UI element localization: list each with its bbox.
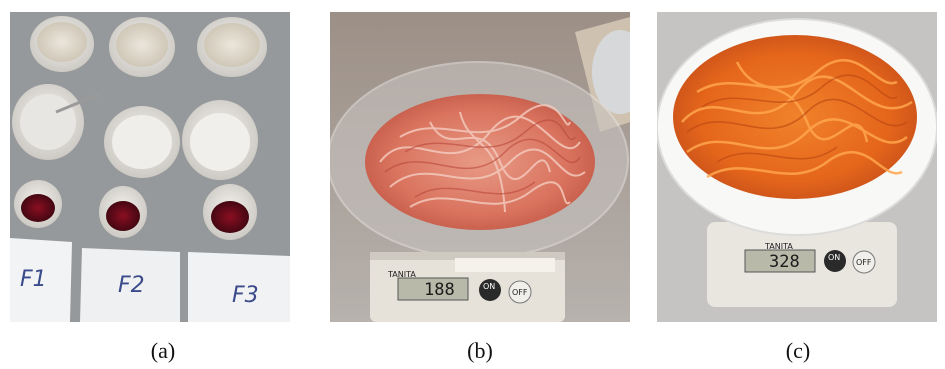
- flour-bowl-row-2: [12, 84, 258, 180]
- scale-off-c: OFF: [856, 258, 872, 267]
- scale-b: TANITA 188 ON OFF: [370, 252, 565, 322]
- scale-off-b: OFF: [512, 288, 528, 297]
- photo-a-ingredients: F1 F2 F3: [10, 12, 290, 322]
- scale-c: TANITA 328 ON OFF: [707, 222, 897, 307]
- flour-bowl-row-1: [30, 16, 267, 77]
- scale-on-c: ON: [828, 253, 840, 262]
- photo-b-raw-noodles: TANITA 188 ON OFF: [330, 12, 630, 322]
- label-f2: F2: [118, 273, 145, 298]
- scale-brand-c: TANITA: [764, 242, 793, 251]
- caption-c: (c): [785, 338, 811, 363]
- scale-on-b: ON: [483, 282, 495, 291]
- scale-reading-b: 188: [424, 280, 455, 300]
- scale-brand-b: TANITA: [387, 270, 416, 279]
- caption-a: (a): [150, 338, 176, 363]
- photo-c-dried-noodles: TANITA 328 ON OFF: [657, 12, 937, 322]
- scale-reading-c: 328: [769, 252, 800, 272]
- label-f1: F1: [20, 267, 47, 292]
- dye-cups: [14, 180, 257, 240]
- caption-b: (b): [467, 338, 493, 363]
- label-f3: F3: [232, 283, 259, 308]
